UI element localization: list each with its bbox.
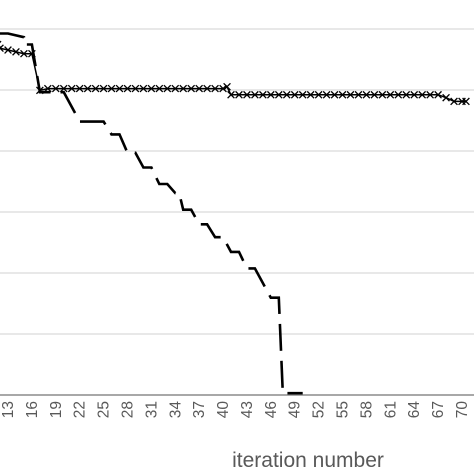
x-tick-label: 19 [48,401,65,418]
x-tick-label: 55 [335,401,352,418]
data-point-marker [394,90,403,99]
data-point-marker [290,90,299,99]
series-line-cross [0,46,466,103]
data-point-marker [139,84,148,93]
series-line-dashed [0,32,303,395]
data-point-marker [4,46,12,54]
x-tick-label: 67 [430,401,447,418]
data-point-marker [223,82,231,91]
gridlines [0,28,474,335]
x-tick-label: 52 [311,401,328,418]
data-point-marker [147,84,156,93]
data-point-marker [362,90,371,99]
data-point-marker [35,86,44,95]
x-tick-label: 31 [143,401,160,418]
data-point-marker [155,84,164,93]
data-point-marker [195,84,204,93]
data-point-marker [462,97,470,106]
data-point-marker [442,93,450,102]
data-point-marker [75,84,84,93]
x-tick-label: 58 [358,401,375,418]
x-tick-label: 16 [24,401,41,418]
x-tick-label: 37 [191,401,208,418]
data-point-marker [211,84,219,93]
data-point-marker [0,44,4,53]
data-point-marker [298,90,307,99]
data-point-marker [12,47,20,56]
data-point-marker [330,90,339,99]
x-tick-label: 34 [167,401,184,419]
data-point-marker [322,90,331,99]
data-point-marker [450,97,458,106]
data-point-marker [274,90,283,99]
data-point-marker [115,84,124,93]
x-axis-title: iteration number [232,449,384,472]
data-point-marker [338,90,347,99]
x-tick-labels: 13 16 19 22 25 28 31 34 37 40 43 46 49 52 55 58 61 64 67 70 [0,401,471,419]
data-point-marker [20,49,28,58]
data-point-marker [370,90,379,99]
data-point-marker [410,90,419,99]
data-point-marker [306,90,315,99]
data-point-marker [43,84,52,93]
x-tick-label: 64 [406,401,423,419]
data-point-marker [131,84,140,93]
data-point-marker [243,90,251,99]
data-point-marker [378,90,387,99]
data-point-marker [179,84,188,93]
x-tick-label: 13 [0,401,17,418]
data-point-marker [386,90,395,99]
x-tick-label: 25 [96,401,113,418]
x-tick-label: 22 [72,401,89,418]
x-tick-label: 40 [215,401,232,419]
x-tick-label: 70 [454,401,471,419]
data-point-marker [51,84,60,93]
x-tick-label: 46 [263,401,280,418]
data-point-marker [282,90,291,99]
data-point-marker [434,90,442,99]
data-point-marker [59,84,68,93]
series-layer [0,32,470,395]
data-point-marker [402,90,411,99]
x-tick-label: 28 [120,401,137,418]
data-point-marker [91,84,100,93]
data-point-marker [227,90,235,99]
data-point-marker [219,84,227,93]
data-point-marker [314,90,323,99]
data-point-marker [418,90,427,99]
data-point-marker [346,90,355,99]
data-point-marker [251,90,259,99]
data-point-marker [28,49,36,58]
x-tick-label: 49 [287,401,304,418]
data-point-marker [123,84,132,93]
data-point-marker [67,84,76,93]
data-point-marker [163,84,172,93]
data-point-marker [203,84,211,93]
data-point-marker [354,90,363,99]
data-point-marker [235,90,243,99]
data-point-marker [259,90,267,99]
data-point-marker [99,84,108,93]
data-point-marker [107,84,116,93]
data-point-marker [187,84,196,93]
data-point-marker [266,90,275,99]
x-tick-label: 43 [239,401,256,418]
data-point-marker [171,84,180,93]
data-point-marker [83,84,92,93]
x-tick-label: 61 [382,401,399,418]
data-point-marker [426,90,434,99]
